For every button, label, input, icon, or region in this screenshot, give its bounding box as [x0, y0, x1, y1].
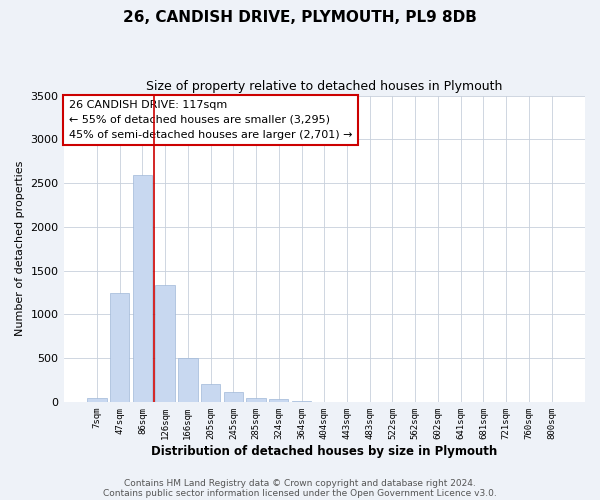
Bar	[87, 398, 107, 402]
Text: 26, CANDISH DRIVE, PLYMOUTH, PL9 8DB: 26, CANDISH DRIVE, PLYMOUTH, PL9 8DB	[123, 10, 477, 25]
Text: 26 CANDISH DRIVE: 117sqm
← 55% of detached houses are smaller (3,295)
45% of sem: 26 CANDISH DRIVE: 117sqm ← 55% of detach…	[69, 100, 352, 140]
Bar	[110, 294, 130, 402]
Bar	[133, 175, 152, 402]
Bar	[269, 399, 289, 402]
Title: Size of property relative to detached houses in Plymouth: Size of property relative to detached ho…	[146, 80, 502, 93]
Bar	[201, 384, 220, 402]
Bar	[155, 284, 175, 402]
Bar	[178, 358, 197, 402]
Y-axis label: Number of detached properties: Number of detached properties	[15, 161, 25, 336]
Bar	[247, 398, 266, 402]
Text: Contains public sector information licensed under the Open Government Licence v3: Contains public sector information licen…	[103, 488, 497, 498]
X-axis label: Distribution of detached houses by size in Plymouth: Distribution of detached houses by size …	[151, 444, 497, 458]
Text: Contains HM Land Registry data © Crown copyright and database right 2024.: Contains HM Land Registry data © Crown c…	[124, 478, 476, 488]
Bar	[224, 392, 243, 402]
